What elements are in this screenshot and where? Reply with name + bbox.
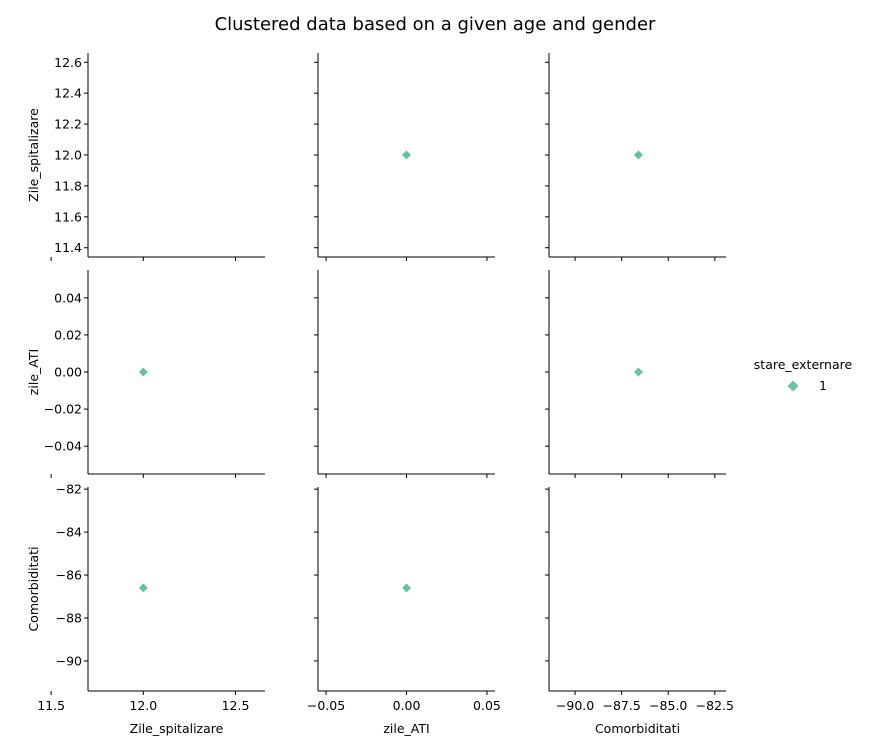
y-tick-label: 11.4 bbox=[54, 240, 82, 255]
y-tick-label: 0.00 bbox=[54, 365, 82, 380]
data-point bbox=[402, 150, 411, 160]
x-tick-label: −87.5 bbox=[603, 698, 641, 713]
y-tick-label: −88 bbox=[56, 610, 82, 625]
x-axis-label: Zile_spitalizare bbox=[130, 721, 224, 736]
x-axis-label: zile_ATI bbox=[383, 721, 429, 736]
y-tick-label: −90 bbox=[56, 653, 82, 668]
chart-title: Clustered data based on a given age and … bbox=[215, 14, 656, 35]
data-point bbox=[138, 367, 148, 377]
y-tick-label: 12.2 bbox=[54, 117, 82, 132]
data-point bbox=[138, 583, 148, 593]
panel-r2-c2: −90.0 −87.5 −85.0 −82.5 Comorbiditati bbox=[545, 487, 734, 736]
x-tick-label: −90.0 bbox=[556, 698, 594, 713]
y-tick-label: −86 bbox=[56, 568, 82, 583]
y-tick-label: 12.0 bbox=[54, 148, 82, 163]
panels: 11.4 11.6 11.8 12.0 12.2 12.4 12.6 Zile_spitali… bbox=[26, 53, 734, 736]
panel-r0-c2 bbox=[545, 53, 726, 261]
x-tick-label: 12.0 bbox=[129, 698, 157, 713]
y-axis-label: Comorbiditati bbox=[26, 546, 41, 631]
data-point bbox=[402, 583, 411, 593]
data-point bbox=[633, 150, 643, 160]
x-tick-label: −0.05 bbox=[307, 698, 345, 713]
panel-r2-c0: −90 −88 −86 −84 −82 11.5 12.0 12.5 Comorbiditati… bbox=[26, 482, 265, 736]
panel-r1-c0: −0.04 −0.02 0.00 0.02 0.04 zile_ATI bbox=[26, 270, 265, 478]
y-tick-label: 11.6 bbox=[54, 209, 82, 224]
y-tick-label: −84 bbox=[56, 525, 82, 540]
y-tick-label: 12.4 bbox=[54, 86, 82, 101]
legend: stare_externare 1 bbox=[754, 357, 853, 393]
legend-marker bbox=[787, 380, 799, 392]
y-tick-label: 11.8 bbox=[54, 178, 82, 193]
x-axis-label: Comorbiditati bbox=[595, 721, 680, 736]
panel-r0-c0: 11.4 11.6 11.8 12.0 12.2 12.4 12.6 Zile_spitali… bbox=[26, 53, 265, 261]
y-tick-label: 12.6 bbox=[54, 55, 82, 70]
x-tick-label: −85.0 bbox=[649, 698, 687, 713]
data-point bbox=[633, 367, 643, 377]
legend-label: 1 bbox=[819, 378, 827, 393]
y-axis-label: zile_ATI bbox=[26, 349, 41, 395]
x-tick-label: 0.05 bbox=[473, 698, 501, 713]
y-tick-label: −82 bbox=[56, 482, 82, 497]
y-axis-label: Zile_spitalizare bbox=[26, 108, 41, 202]
panel-r0-c1 bbox=[314, 53, 495, 261]
y-tick-label: −0.04 bbox=[44, 439, 82, 454]
panel-r2-c1: −0.05 0.00 0.05 zile_ATI bbox=[307, 487, 501, 736]
x-tick-label: −82.5 bbox=[696, 698, 734, 713]
panel-r1-c1 bbox=[314, 270, 495, 478]
y-tick-label: −0.02 bbox=[44, 402, 82, 417]
x-tick-label: 12.5 bbox=[222, 698, 250, 713]
legend-title: stare_externare bbox=[754, 357, 853, 372]
y-tick-label: 0.02 bbox=[54, 327, 82, 342]
x-tick-label: 0.00 bbox=[393, 698, 421, 713]
panel-r1-c2 bbox=[545, 270, 726, 478]
x-tick-label: 11.5 bbox=[37, 698, 65, 713]
y-tick-label: 0.04 bbox=[54, 290, 82, 305]
